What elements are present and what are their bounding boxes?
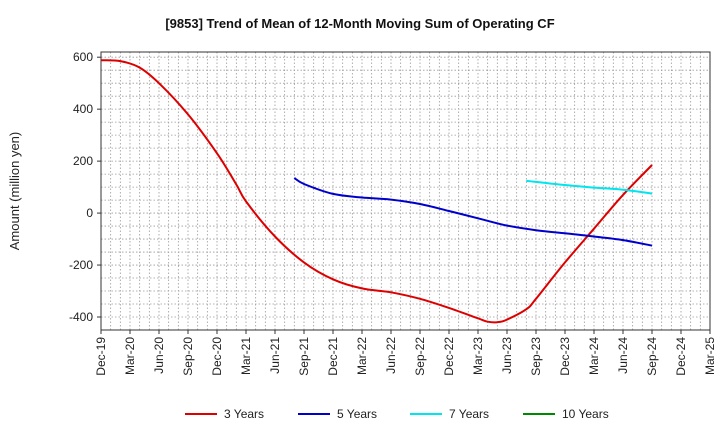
x-tick-label: Sep-24 bbox=[645, 337, 659, 376]
series-line-3-years bbox=[100, 59, 653, 324]
x-tick-label: Mar-21 bbox=[239, 337, 253, 375]
series-line-7-years bbox=[526, 179, 653, 195]
x-tick-label: Dec-19 bbox=[94, 337, 108, 376]
x-tick-label: Jun-23 bbox=[500, 337, 514, 374]
x-tick-label: Dec-20 bbox=[210, 337, 224, 376]
series-lines bbox=[100, 59, 653, 324]
legend-label-7-years: 7 Years bbox=[449, 407, 489, 421]
x-tick-label: Dec-21 bbox=[326, 337, 340, 376]
y-tick-label: 600 bbox=[73, 50, 93, 64]
y-tick-label: -400 bbox=[69, 310, 93, 324]
x-tick-label: Mar-23 bbox=[471, 337, 485, 375]
legend-label-3-years: 3 Years bbox=[224, 407, 264, 421]
y-tick-label: 200 bbox=[73, 154, 93, 168]
grid bbox=[101, 52, 710, 330]
x-tick-label: Mar-24 bbox=[587, 337, 601, 375]
y-axis-label: Amount (million yen) bbox=[7, 132, 22, 251]
legend: 3 Years 5 Years 7 Years 10 Years bbox=[185, 407, 609, 421]
legend-label-5-years: 5 Years bbox=[337, 407, 377, 421]
x-tick-label: Dec-22 bbox=[442, 337, 456, 376]
y-tick-label: -200 bbox=[69, 258, 93, 272]
x-tick-label: Jun-21 bbox=[268, 337, 282, 374]
x-tick-label: Sep-21 bbox=[297, 337, 311, 376]
x-tick-label: Jun-22 bbox=[384, 337, 398, 374]
x-tick-label: Mar-25 bbox=[703, 337, 717, 375]
x-tick-label: Dec-24 bbox=[674, 337, 688, 376]
y-tick-label: 0 bbox=[86, 206, 93, 220]
plot-area-frame bbox=[100, 51, 711, 331]
x-tick-label: Mar-20 bbox=[123, 337, 137, 375]
x-tick-label: Jun-24 bbox=[616, 337, 630, 374]
x-tick-label: Sep-22 bbox=[413, 337, 427, 376]
x-tick-label: Mar-22 bbox=[355, 337, 369, 375]
legend-label-10-years: 10 Years bbox=[562, 407, 609, 421]
x-tick-label: Dec-23 bbox=[558, 337, 572, 376]
x-tick-label: Jun-20 bbox=[152, 337, 166, 374]
y-tick-label: 400 bbox=[73, 102, 93, 116]
x-tick-label: Sep-20 bbox=[181, 337, 195, 376]
chart-title: [9853] Trend of Mean of 12-Month Moving … bbox=[165, 16, 554, 31]
x-tick-label: Sep-23 bbox=[529, 337, 543, 376]
series-line-5-years bbox=[293, 177, 653, 247]
